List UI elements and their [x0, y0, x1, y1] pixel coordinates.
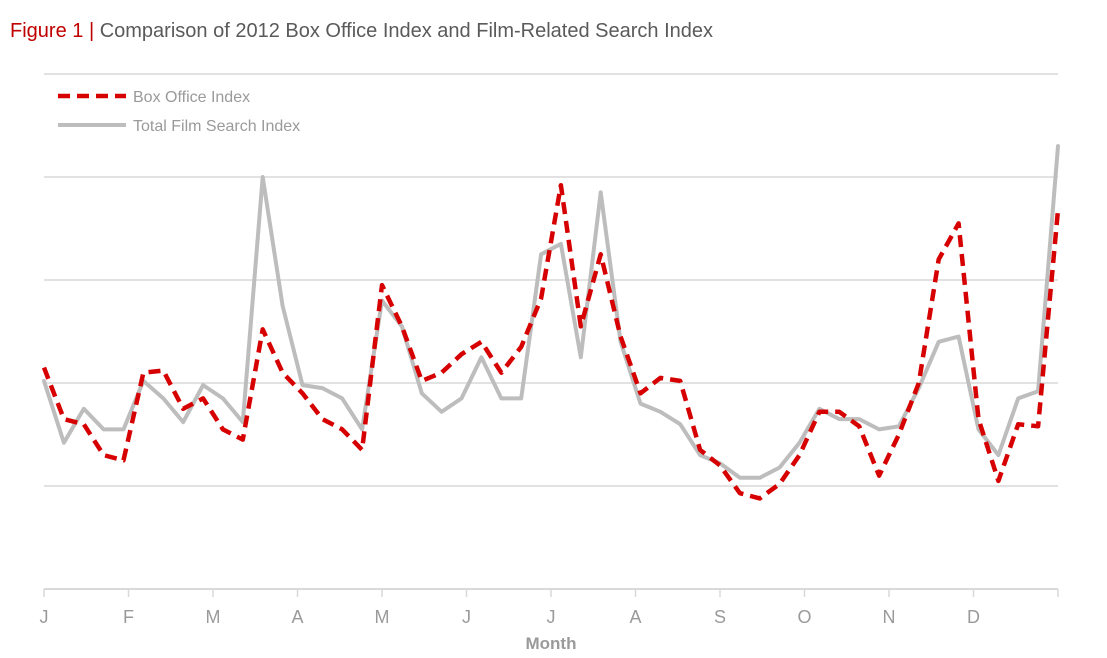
x-tick-label: O: [797, 607, 811, 627]
series-lines: [41, 144, 1061, 501]
figure-title: Figure 1 | Comparison of 2012 Box Office…: [10, 20, 713, 43]
x-tick-label: M: [206, 607, 221, 627]
series-line-box-office: [41, 182, 1061, 501]
chart-title: Comparison of 2012 Box Office Index and …: [99, 20, 713, 42]
x-tick-label: N: [883, 607, 896, 627]
x-tick-label: A: [629, 607, 641, 627]
legend: Box Office Index Total Film Search Index: [58, 89, 300, 135]
x-tick-label: J: [547, 607, 556, 627]
title-separator: |: [88, 20, 95, 42]
gridlines: [44, 73, 1058, 487]
x-tick-label: A: [291, 607, 303, 627]
x-tick-label: S: [714, 607, 726, 627]
legend-label-search: Total Film Search Index: [133, 118, 300, 135]
x-axis: J F M A M J J A S O N D Month: [40, 588, 1059, 653]
x-tick-label: D: [967, 607, 980, 627]
series-line-total-film-search: [42, 144, 1060, 480]
figure-number: Figure 1: [10, 20, 84, 42]
x-tick-label: J: [40, 607, 49, 627]
x-tick-label: F: [123, 607, 134, 627]
x-tick-label: M: [375, 607, 390, 627]
x-tick-label: J: [462, 607, 471, 627]
legend-label-box-office: Box Office Index: [133, 89, 250, 106]
x-axis-label: Month: [526, 634, 577, 653]
